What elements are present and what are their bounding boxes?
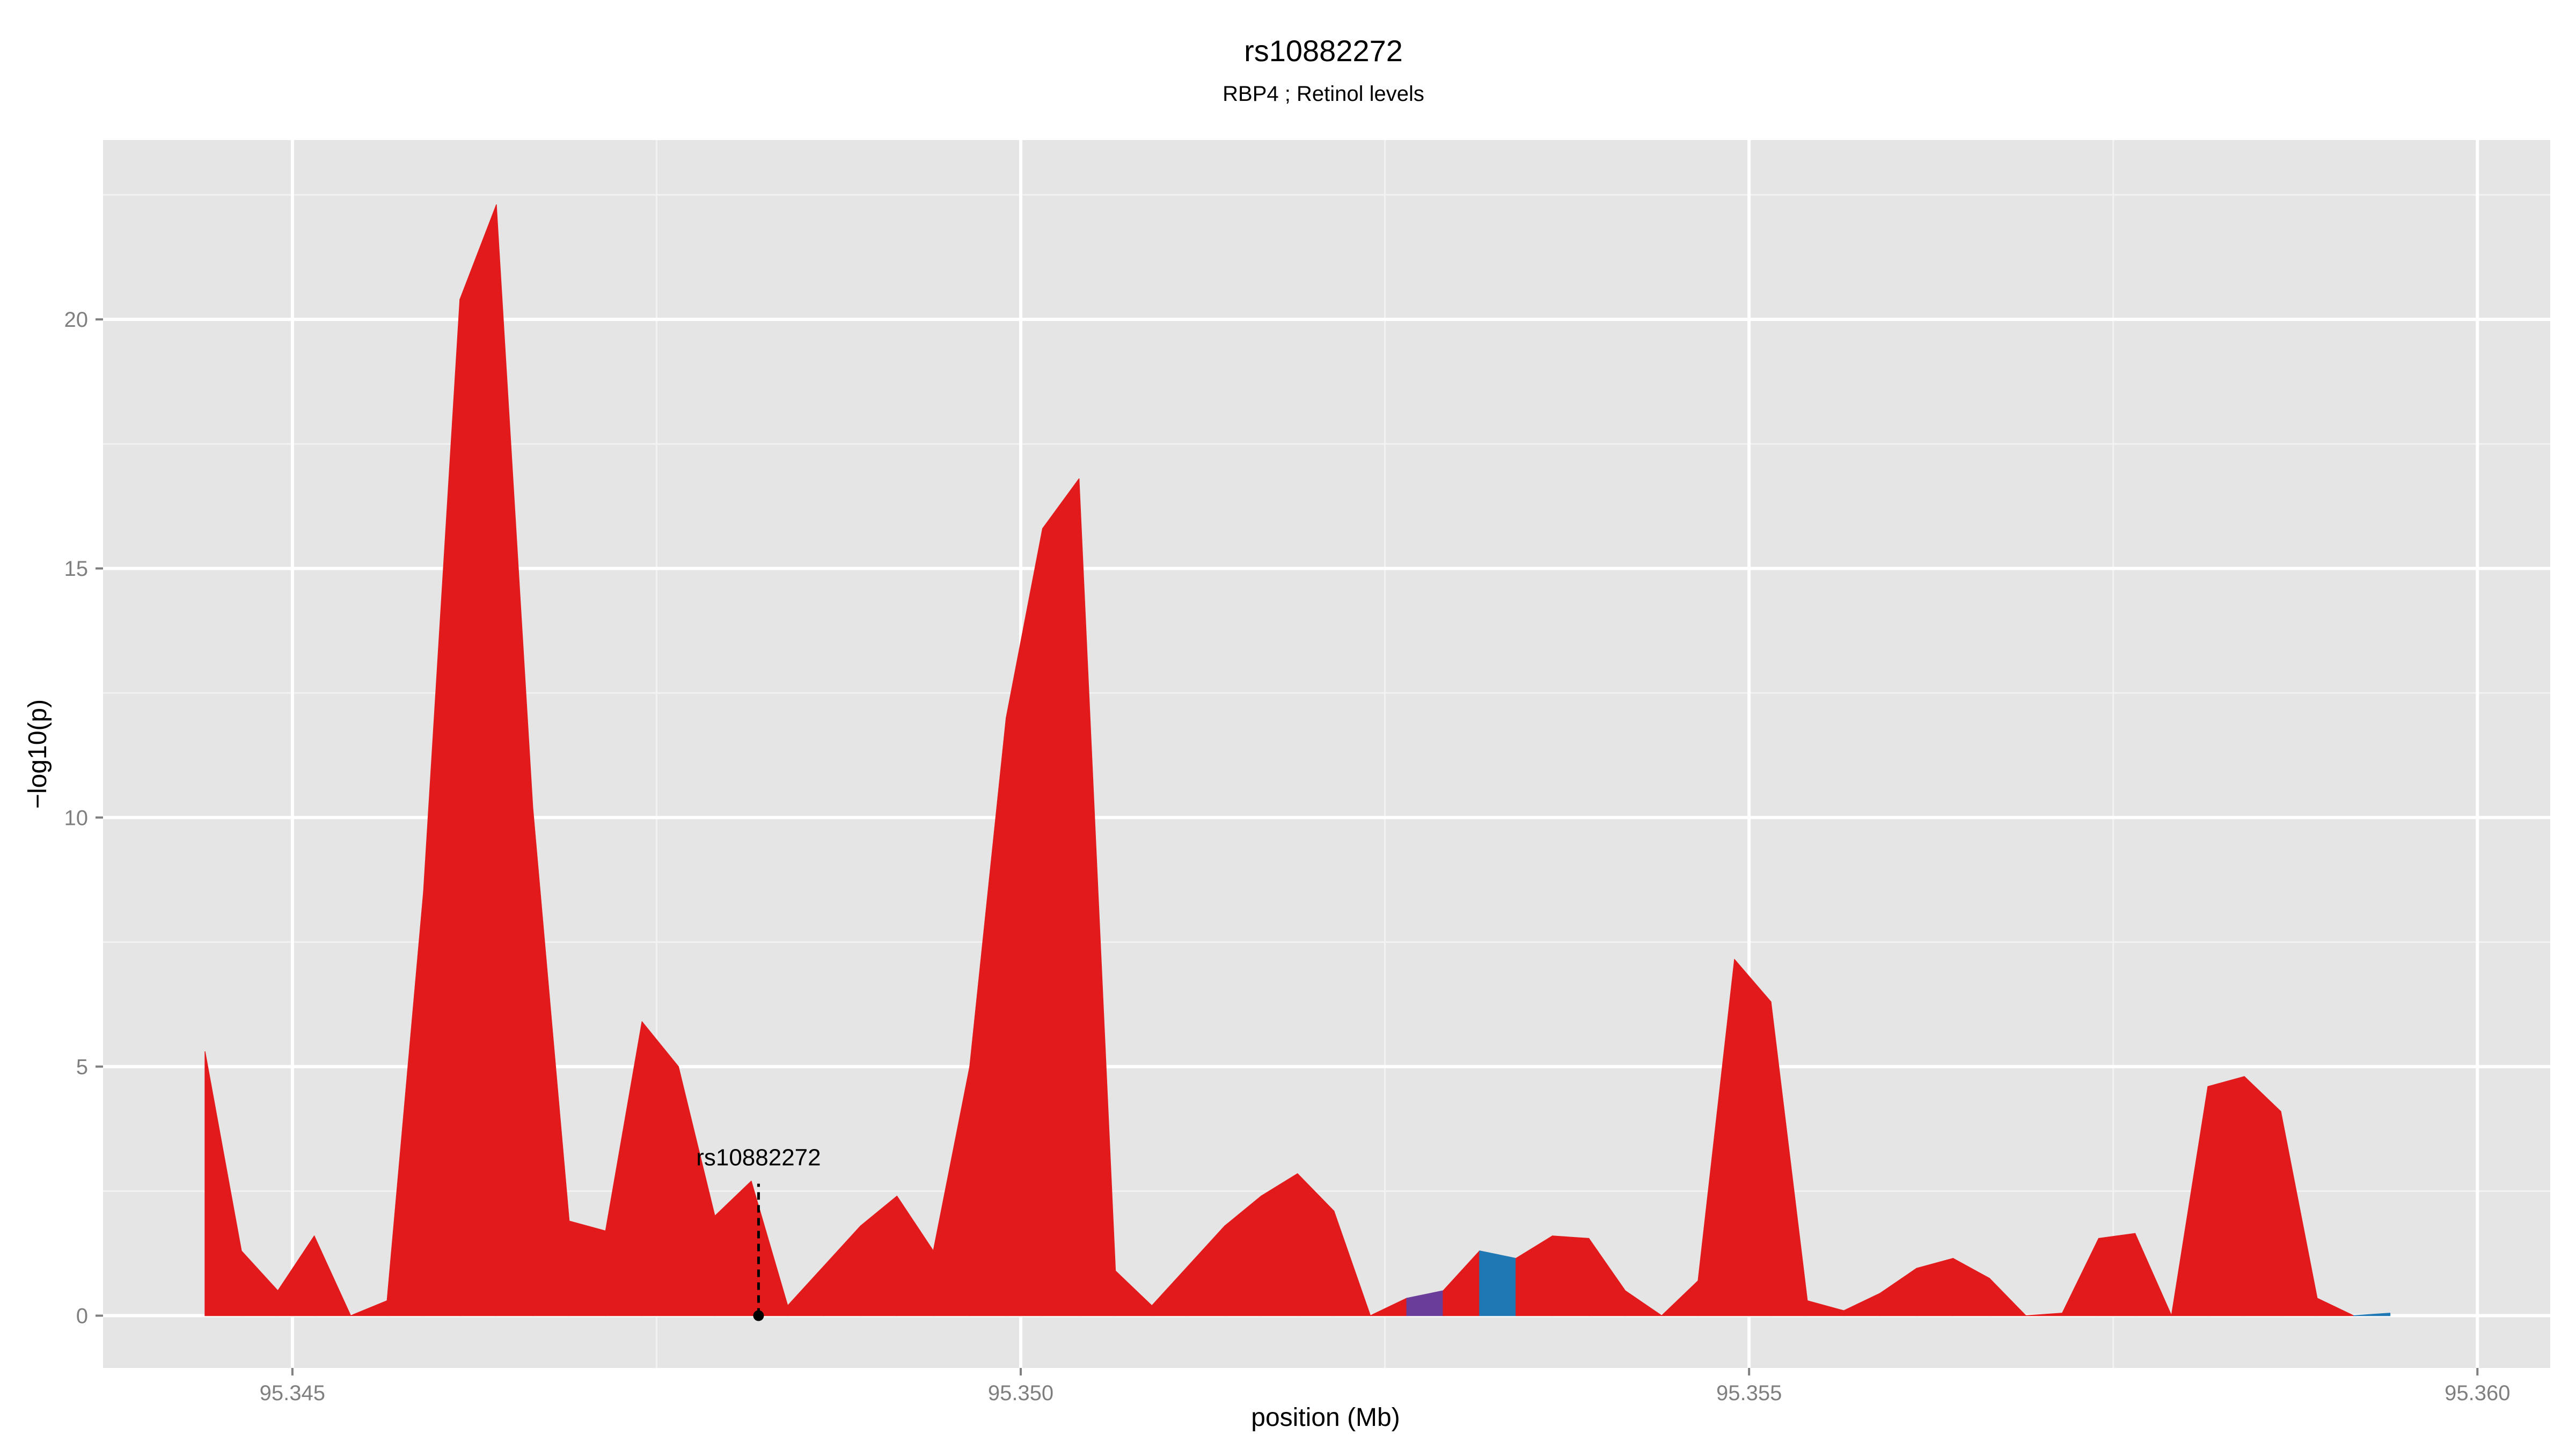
area-segment-high-ld [2098,1233,2136,1316]
area-segment-high-ld [568,1220,606,1316]
x-tick-label: 95.345 [260,1381,325,1405]
chart-title: rs10882272 [1244,34,1403,68]
area-segment-high-ld [1916,1258,1953,1316]
area-segment-high-ld [2244,1076,2281,1316]
area-segment-high-ld [2207,1076,2245,1316]
area-segment-high-ld [1734,959,1772,1316]
area-segment-low-ld [1479,1250,1517,1316]
snp-point [753,1310,764,1321]
y-tick-label: 5 [76,1055,88,1079]
association-area [204,204,2391,1316]
y-axis: 0 5 10 15 20 [64,308,103,1328]
area-segment-high-ld [1552,1235,1590,1316]
chart-subtitle: RBP4 ; Retinol levels [1223,82,1424,106]
area-segment-high-ld [2134,1233,2172,1316]
area-segment-high-ld [1261,1173,1298,1316]
y-axis-label: −log10(p) [24,699,52,809]
y-tick-label: 20 [64,308,89,332]
x-tick-label: 95.360 [2445,1381,2510,1405]
area-segment-high-ld [459,204,497,1316]
area-segment-high-ld [641,1021,679,1316]
snp-annotation: rs10882272 [696,1145,821,1321]
x-axis: 95.345 95.350 95.355 95.360 [260,1368,2510,1405]
x-tick-label: 95.355 [1716,1381,1782,1405]
area-segment-high-ld [1042,478,1080,1316]
area-segment-low-ld [2353,1313,2391,1316]
area-segment-high-ld [2316,1298,2354,1316]
y-tick-label: 10 [64,806,89,830]
snp-annotation-label: rs10882272 [696,1145,821,1171]
area-segment-high-ld [1989,1278,2026,1316]
area-segment-high-ld [313,1235,352,1316]
area-segment-high-ld [1333,1210,1371,1316]
x-axis-label: position (Mb) [1251,1403,1400,1432]
area-segment-high-ld [1624,1290,1663,1316]
x-tick-label: 95.350 [988,1381,1053,1405]
y-tick-label: 0 [76,1305,88,1328]
y-tick-label: 15 [64,557,89,581]
